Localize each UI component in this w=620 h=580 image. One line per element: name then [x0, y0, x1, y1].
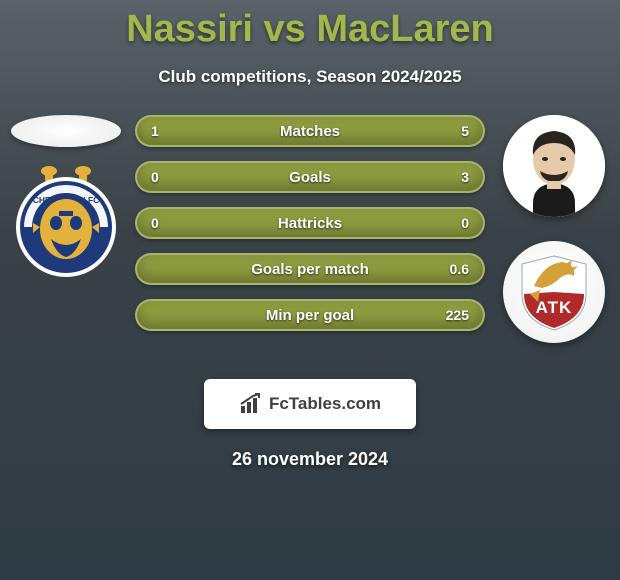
page-title: Nassiri vs MacLaren: [0, 0, 620, 51]
player-right-avatar: [503, 115, 605, 217]
date-label: 26 november 2024: [0, 449, 620, 470]
club-logo-right: ATK: [503, 241, 605, 343]
comparison-panel: CHENNAIYIN FC: [0, 115, 620, 365]
stat-row-goals-per-match: Goals per match 0.6: [135, 253, 485, 285]
stat-right-value: 225: [446, 307, 469, 323]
club-logo-left: CHENNAIYIN FC: [15, 165, 117, 279]
player-right-column: ATK: [494, 115, 614, 343]
stat-rows: 1 Matches 5 0 Goals 3 0 Hattricks 0 Goal…: [135, 115, 485, 345]
subtitle: Club competitions, Season 2024/2025: [0, 67, 620, 87]
stat-right-value: 0: [461, 215, 469, 231]
stat-left-value: 1: [151, 123, 159, 139]
fctables-badge: FcTables.com: [204, 379, 416, 429]
svg-text:ATK: ATK: [536, 298, 573, 317]
player-left-avatar: [11, 115, 121, 147]
stat-row-min-per-goal: Min per goal 225: [135, 299, 485, 331]
fctables-label: FcTables.com: [269, 394, 381, 414]
stat-right-value: 3: [461, 169, 469, 185]
stat-left-value: 0: [151, 215, 159, 231]
stat-row-hattricks: 0 Hattricks 0: [135, 207, 485, 239]
stat-left-value: 0: [151, 169, 159, 185]
stat-label: Matches: [137, 123, 483, 140]
stat-label: Min per goal: [137, 307, 483, 324]
chart-icon: [239, 393, 263, 415]
stat-row-goals: 0 Goals 3: [135, 161, 485, 193]
stat-row-matches: 1 Matches 5: [135, 115, 485, 147]
stat-right-value: 0.6: [450, 261, 469, 277]
stat-right-value: 5: [461, 123, 469, 139]
player-left-column: CHENNAIYIN FC: [6, 115, 126, 279]
stat-label: Hattricks: [137, 215, 483, 232]
stat-label: Goals per match: [137, 261, 483, 278]
stat-label: Goals: [137, 169, 483, 186]
